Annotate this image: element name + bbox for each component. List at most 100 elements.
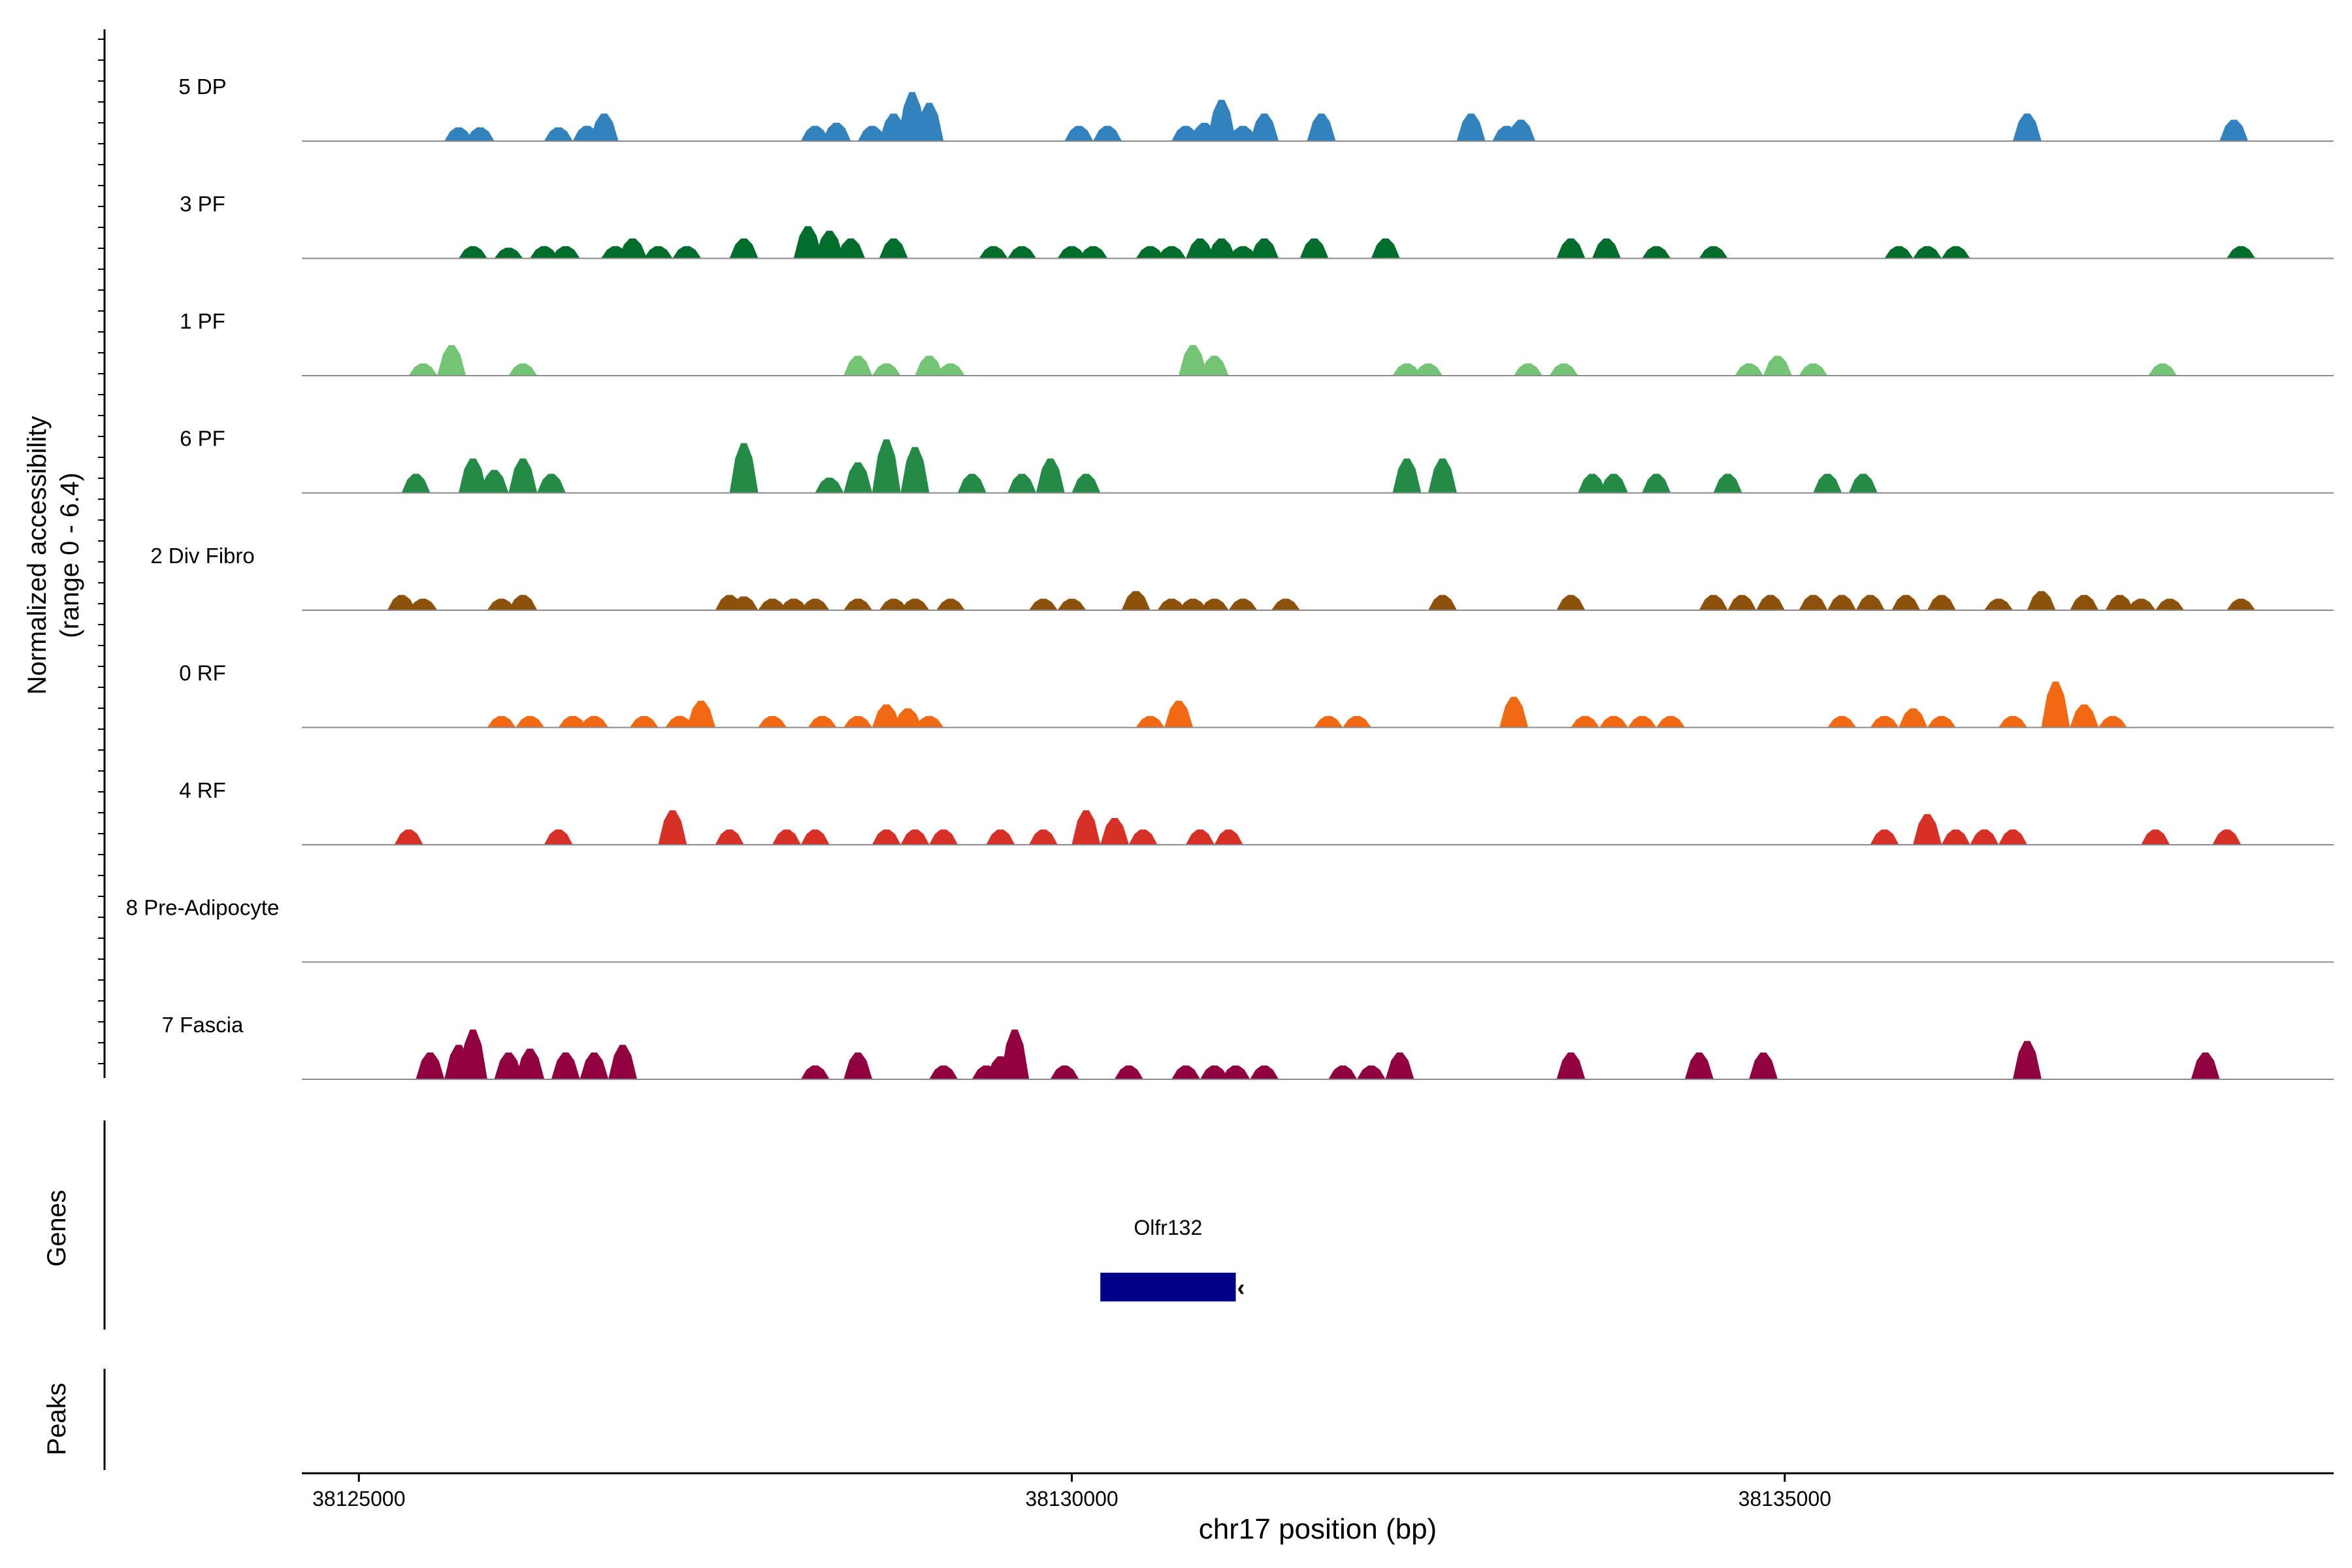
coverage-peak: [658, 810, 687, 845]
coverage-peak: [872, 439, 901, 493]
coverage-peak: [2141, 829, 2170, 845]
coverage-peak: [1185, 238, 1215, 259]
coverage-peak: [2227, 598, 2256, 610]
coverage-peak: [608, 1045, 638, 1079]
coverage-peak: [1749, 1053, 1778, 1079]
coverage-peak: [1185, 829, 1215, 845]
coverage-peak: [843, 462, 873, 493]
coverage-peak: [1171, 1065, 1201, 1079]
coverage-peak: [800, 598, 830, 610]
coverage-peak: [1984, 598, 2014, 610]
coverage-peak: [580, 1053, 609, 1079]
coverage-peak: [1093, 125, 1122, 141]
coverage-peak: [2219, 120, 2249, 141]
coverage-peak: [2070, 595, 2099, 610]
coverage-peak: [900, 829, 930, 845]
coverage-peak: [1271, 598, 1300, 610]
coverage-peak: [1036, 458, 1065, 493]
coverage-peak: [858, 125, 887, 141]
coverage-peak: [1848, 474, 1878, 493]
coverage-peak: [808, 715, 837, 728]
y-axis-label-line-2: (range 0 - 6.4): [56, 472, 84, 638]
coverage-peak: [1456, 113, 1486, 141]
coverage-peak: [1228, 598, 1258, 610]
coverage-peak: [544, 127, 573, 141]
coverage-peak: [915, 355, 944, 376]
coverage-peak: [1157, 598, 1186, 610]
coverage-peak: [815, 231, 844, 259]
track-8-pre-adipocyte: 8 Pre-Adipocyte: [126, 896, 2334, 963]
coverage-peak: [893, 708, 923, 728]
coverage-peak: [1699, 595, 1728, 610]
coverage-peak: [836, 238, 866, 259]
coverage-peak: [1549, 363, 1578, 376]
coverage-peak: [900, 447, 930, 493]
coverage-peak: [1135, 715, 1165, 728]
coverage-peak: [1307, 113, 1336, 141]
coverage-peak: [408, 363, 438, 376]
gene-strand-arrow: ‹: [1237, 1274, 1245, 1301]
track-label: 4 RF: [179, 778, 226, 802]
coverage-peak: [1941, 829, 1970, 845]
coverage-peak: [1713, 474, 1742, 493]
coverage-peak: [779, 598, 808, 610]
x-axis-label: chr17 position (bp): [1199, 1513, 1437, 1545]
coverage-peak: [1179, 345, 1207, 376]
coverage-peak: [929, 1065, 958, 1079]
coverage-peak: [508, 595, 538, 610]
coverage-peak: [2148, 363, 2178, 376]
coverage-peak: [2012, 1041, 2042, 1079]
coverage-peak: [793, 226, 823, 259]
track-5-dp: 5 DP: [178, 74, 2334, 142]
coverage-peak: [872, 704, 901, 728]
coverage-peak: [1221, 1065, 1250, 1079]
coverage-peak: [729, 238, 759, 259]
coverage-peak: [580, 715, 609, 728]
coverage-peak: [800, 829, 830, 845]
coverage-peak: [1428, 458, 1457, 493]
coverage-peak: [936, 363, 965, 376]
genes-panel-label: Genes: [42, 1190, 71, 1267]
coverage-peak: [1343, 715, 1371, 728]
coverage-peak: [2155, 598, 2184, 610]
coverage-peak: [1228, 125, 1258, 141]
coverage-peak: [1356, 1065, 1386, 1079]
coverage-peak: [1642, 246, 1671, 259]
coverage-peak: [1891, 595, 1921, 610]
coverage-peak: [1050, 1065, 1079, 1079]
coverage-peak: [1884, 246, 1914, 259]
coverage-peak: [2070, 704, 2099, 728]
coverage-peak: [929, 829, 958, 845]
x-tick-label: 38130000: [1025, 1487, 1118, 1511]
coverage-peak: [915, 715, 944, 728]
track-6-pf: 6 PF: [180, 427, 2334, 494]
coverage-peak: [1114, 1065, 1143, 1079]
coverage-peak: [822, 122, 851, 141]
coverage-peak: [458, 1029, 487, 1079]
coverage-peak: [1414, 363, 1443, 376]
coverage-peak: [879, 598, 908, 610]
coverage-peak: [1214, 829, 1243, 845]
coverage-peak: [1556, 238, 1586, 259]
coverage-peak: [729, 596, 759, 610]
coverage-peak: [644, 246, 673, 259]
coverage-peak: [465, 127, 495, 141]
coverage-peak: [1250, 238, 1279, 259]
track-label: 0 RF: [179, 661, 226, 685]
coverage-peak: [515, 1049, 545, 1079]
coverage-peak: [2212, 829, 2242, 845]
coverage-peak: [1135, 246, 1165, 259]
coverage-peak: [1499, 696, 1529, 728]
coverage-peak: [1157, 246, 1186, 259]
genes-panel: Genes Olfr132 ‹: [42, 1120, 1245, 1330]
coverage-peak: [618, 238, 647, 259]
coverage-peak: [394, 829, 423, 845]
coverage-peak: [1799, 595, 1828, 610]
coverage-peak: [729, 443, 759, 493]
coverage-peak: [2227, 246, 2256, 259]
coverage-peak: [2098, 715, 2127, 728]
coverage-peak: [1392, 458, 1422, 493]
coverage-peak: [1071, 810, 1101, 845]
coverage-peak: [1599, 474, 1628, 493]
y-axis-label-line-1: Normalized accessibility: [23, 416, 52, 695]
